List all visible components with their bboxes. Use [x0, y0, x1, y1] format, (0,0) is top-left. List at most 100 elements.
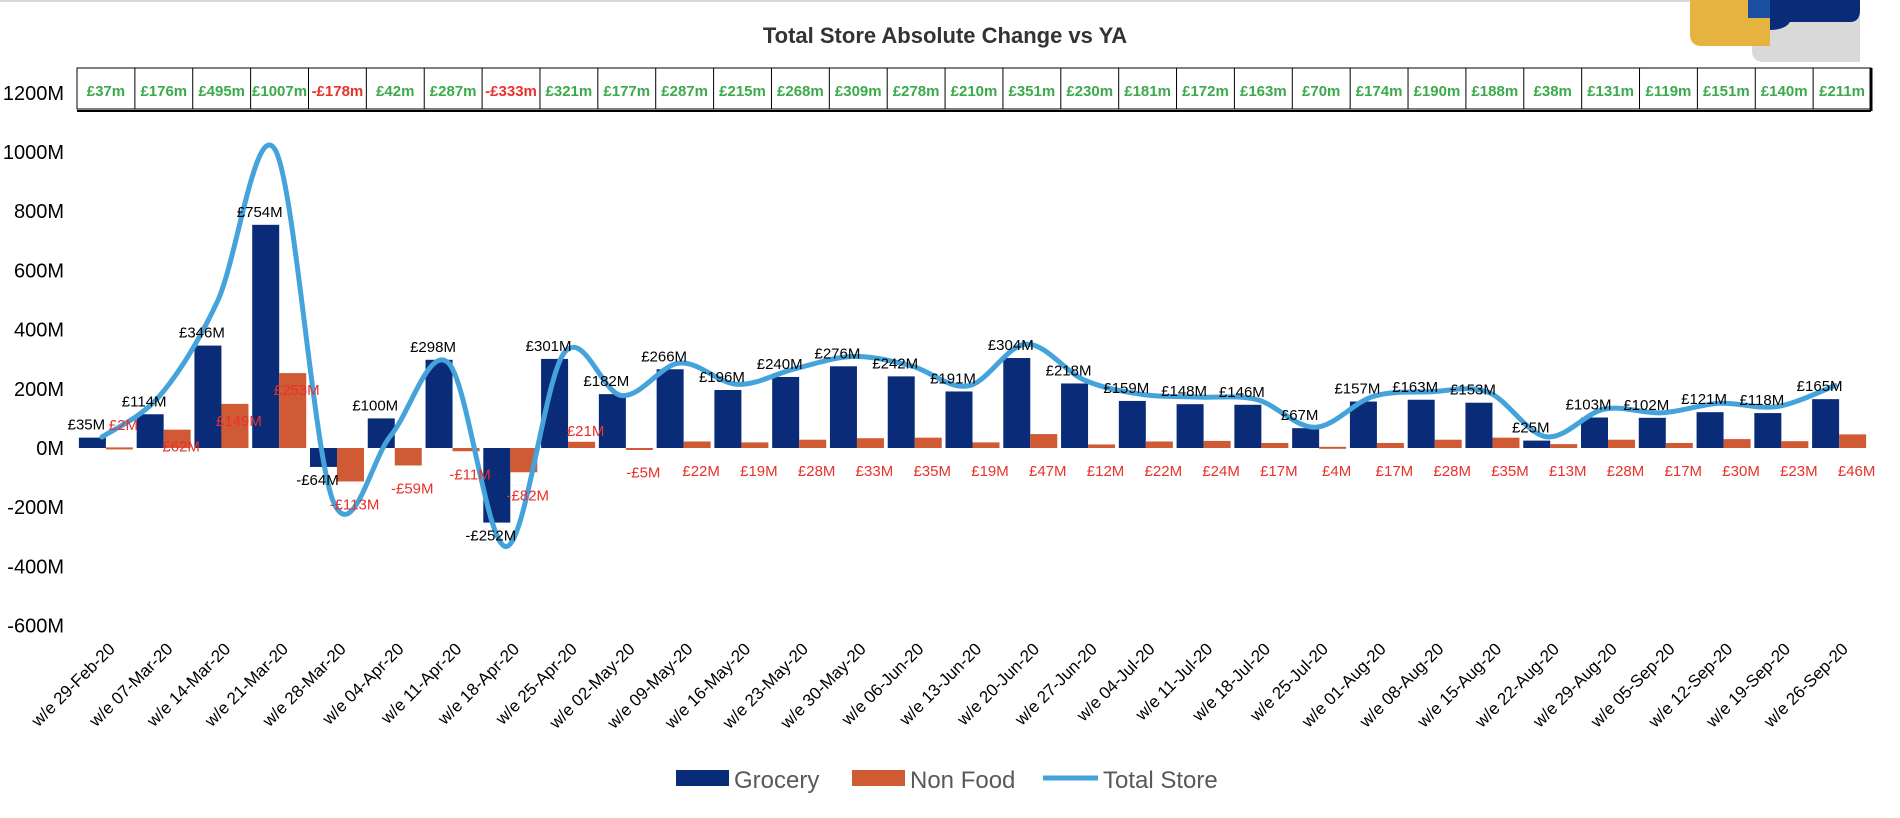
y-axis: -600M -400M -200M 0M 200M 400M 600M 800M 1000M 12… — [3, 83, 64, 638]
nonfood-value-label: £30M — [1722, 463, 1760, 480]
y-tick-label: -400M — [7, 556, 64, 578]
nonfood-value-label: £19M — [740, 463, 778, 480]
total-value-cell: £1007m — [252, 83, 307, 100]
total-value-cell: £210m — [951, 83, 998, 100]
y-tick-label: 400M — [14, 320, 64, 342]
grocery-value-label: £240M — [757, 356, 803, 373]
nonfood-value-label: £35M — [913, 463, 951, 480]
y-tick-label: 1000M — [3, 142, 64, 164]
nonfood-value-label: £28M — [798, 463, 836, 480]
nonfood-value-label: £17M — [1376, 463, 1414, 480]
total-value-cell: £140m — [1761, 83, 1808, 100]
total-value-cell: £181m — [1124, 83, 1171, 100]
x-axis: w/e 29-Feb-20w/e 07-Mar-20w/e 14-Mar-20w… — [27, 639, 1852, 733]
nonfood-value-label: £17M — [1665, 463, 1703, 480]
total-value-cell: -£333m — [485, 83, 537, 100]
total-value-cell: £38m — [1534, 83, 1572, 100]
chart-legend: Grocery Non Food Total Store — [676, 767, 1218, 794]
grocery-bar — [78, 437, 106, 448]
y-tick-label: -600M — [7, 616, 64, 638]
y-tick-label: 600M — [14, 260, 64, 282]
y-tick-label: 0M — [36, 438, 64, 460]
legend-label-grocery: Grocery — [734, 767, 819, 794]
y-tick-label: 1200M — [3, 83, 64, 105]
grocery-bar — [1118, 400, 1146, 448]
nonfood-value-label: £19M — [971, 463, 1009, 480]
nonfood-value-label: -£59M — [391, 480, 434, 497]
total-value-cell: £215m — [719, 83, 766, 100]
nonfood-value-label: £2M — [109, 417, 138, 434]
nonfood-bar — [279, 373, 307, 448]
grocery-value-label: £67M — [1281, 407, 1319, 424]
brand-logo — [1690, 0, 1860, 62]
nonfood-bar — [741, 442, 769, 448]
total-value-cell: £42m — [376, 83, 414, 100]
grocery-value-label: £276M — [815, 345, 861, 362]
grocery-bar — [1292, 428, 1320, 448]
nonfood-bar — [625, 448, 653, 450]
grocery-value-label: £148M — [1161, 383, 1207, 400]
nonfood-bar — [1550, 444, 1578, 448]
grocery-bar — [1523, 440, 1551, 448]
grocery-value-label: £242M — [872, 355, 918, 372]
grocery-bar — [194, 345, 222, 448]
nonfood-value-label: £24M — [1202, 463, 1240, 480]
grocery-bar — [136, 414, 164, 448]
nonfood-bar — [972, 442, 1000, 448]
nonfood-bar — [336, 448, 364, 482]
nonfood-value-label: £35M — [1491, 463, 1529, 480]
legend-label-nonfood: Non Food — [910, 767, 1015, 794]
nonfood-bar — [452, 448, 480, 452]
total-value-cell: £172m — [1182, 83, 1229, 100]
nonfood-value-label: -£82M — [507, 487, 550, 504]
grocery-value-label: £191M — [930, 370, 976, 387]
grocery-bar — [945, 391, 973, 448]
grocery-value-label: £121M — [1681, 391, 1727, 408]
nonfood-bar — [1319, 446, 1347, 449]
total-store-value-table: £37m £176m £495m £1007m -£178m £42m £287m -£333… — [76, 67, 1873, 112]
nonfood-bar — [1030, 434, 1058, 448]
nonfood-value-label: £22M — [1145, 463, 1183, 480]
grocery-value-label: £118M — [1739, 392, 1784, 409]
grocery-series — [78, 224, 1840, 523]
y-tick-label: 800M — [14, 201, 64, 223]
grocery-bar — [1003, 358, 1031, 448]
total-value-cell: £278m — [893, 83, 940, 100]
total-value-cell: £188m — [1471, 83, 1518, 100]
nonfood-value-label: -£5M — [626, 464, 660, 481]
nonfood-bar — [1088, 444, 1116, 448]
nonfood-bar — [1665, 442, 1693, 448]
grocery-value-label: £298M — [410, 339, 456, 356]
grocery-bar — [1176, 404, 1204, 448]
nonfood-value-label: -£113M — [330, 496, 380, 513]
grocery-bar — [1234, 404, 1262, 448]
y-tick-label: -200M — [7, 497, 64, 519]
grocery-value-label: £182M — [583, 373, 629, 390]
grocery-bar — [656, 369, 684, 448]
grocery-bar — [425, 359, 453, 448]
nonfood-value-label: £22M — [682, 463, 720, 480]
nonfood-bar — [1261, 442, 1289, 448]
grocery-bar — [772, 376, 800, 448]
nonfood-bar — [394, 448, 422, 466]
grocery-value-label: £114M — [122, 393, 167, 410]
grocery-data-labels: £35M £114M £346M £754M -£64M £100M £298M -£252M… — [68, 204, 1843, 545]
grocery-value-label: £157M — [1334, 381, 1380, 398]
chart-title: Total Store Absolute Change vs YA — [763, 23, 1127, 48]
nonfood-bar — [1492, 437, 1520, 448]
grocery-value-label: £218M — [1046, 362, 1092, 379]
legend-label-total: Total Store — [1103, 767, 1218, 794]
grocery-value-label: £35M — [68, 417, 106, 434]
nonfood-bar — [1723, 439, 1751, 448]
grocery-value-label: £165M — [1797, 378, 1843, 395]
grocery-value-label: £103M — [1566, 397, 1612, 414]
nonfood-value-label: £21M — [567, 423, 605, 440]
nonfood-value-label: £149M — [216, 413, 262, 430]
total-value-cell: £70m — [1302, 83, 1340, 100]
grocery-bar — [1581, 417, 1609, 448]
grocery-bar — [829, 366, 857, 448]
nonfood-value-label: £46M — [1838, 463, 1876, 480]
grocery-value-label: £346M — [179, 325, 225, 342]
total-value-cell: £174m — [1356, 83, 1403, 100]
nonfood-value-label: £253M — [274, 382, 320, 399]
